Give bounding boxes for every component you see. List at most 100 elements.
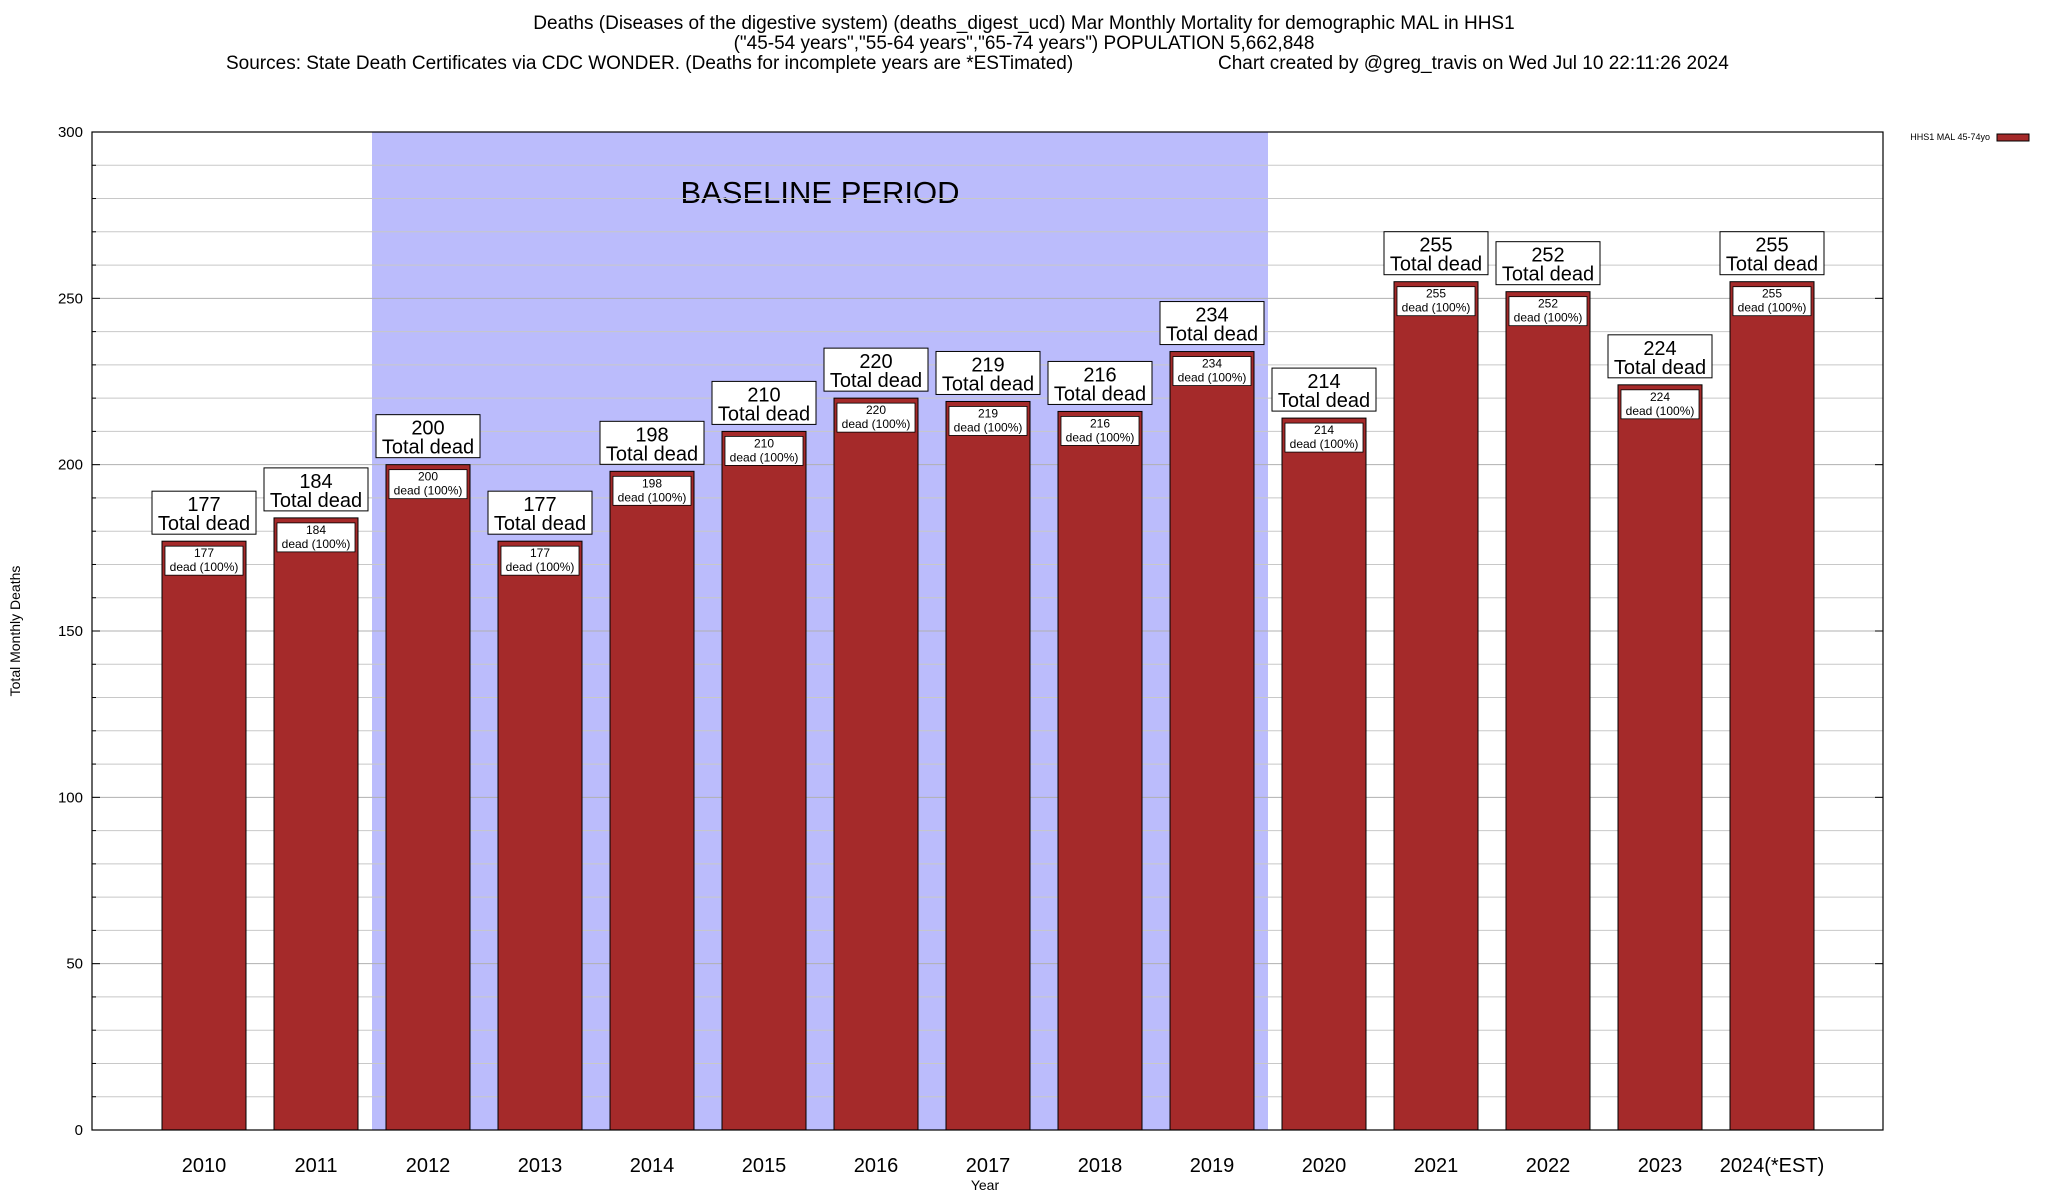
outer-label-box <box>263 467 369 512</box>
inner-percent-label: dead (100%) <box>1738 301 1807 315</box>
axes: 0 50 100 150 200 250 300 <box>58 124 1884 1139</box>
inner-label-box <box>612 475 692 506</box>
bar <box>1729 281 1815 1131</box>
inner-label-box <box>500 545 580 576</box>
outer-label-box <box>1047 360 1153 405</box>
bar-total-label: Total dead <box>1054 383 1146 405</box>
bar <box>1393 281 1479 1131</box>
inner-label-box <box>1060 416 1140 446</box>
bar-value-label: 224 <box>1643 338 1676 360</box>
bar-value-label: 210 <box>747 384 780 406</box>
bar-value-label: 214 <box>1307 371 1340 393</box>
bar <box>1281 417 1367 1131</box>
x-tick-label: 2013 <box>518 1155 563 1177</box>
bar-total-label: Total dead <box>718 403 810 425</box>
bar-total-label: Total dead <box>1278 390 1370 412</box>
inner-label-box <box>1620 389 1700 420</box>
bar <box>1505 291 1591 1131</box>
inner-percent-label: dead (100%) <box>1178 371 1247 385</box>
bar-total-label: Total dead <box>1166 324 1258 346</box>
inner-value-label: 255 <box>1426 287 1446 301</box>
bar <box>385 464 471 1131</box>
x-tick-label: 2023 <box>1638 1155 1683 1177</box>
bar <box>497 540 583 1131</box>
outer-label-box <box>487 490 593 535</box>
inner-percent-label: dead (100%) <box>170 560 239 574</box>
chart-title-block: Deaths (Diseases of the digestive system… <box>0 14 2048 74</box>
inner-label-box <box>164 545 244 576</box>
legend-swatch <box>1996 133 2030 142</box>
inner-value-label: 177 <box>194 546 214 560</box>
inner-value-label: 177 <box>530 546 550 560</box>
bar-total-label: Total dead <box>1614 357 1706 379</box>
chart-subtitle: ("45-54 years","55-64 years","65-74 year… <box>733 33 1315 54</box>
bar-value-label: 216 <box>1083 364 1116 386</box>
inner-label-box <box>388 469 468 500</box>
inner-percent-label: dead (100%) <box>1514 311 1583 325</box>
bar-value-label: 198 <box>635 424 668 446</box>
outer-label-box <box>1607 334 1713 379</box>
inner-percent-label: dead (100%) <box>1626 404 1695 418</box>
y-tick-label: 150 <box>58 623 83 640</box>
bar-value-label: 234 <box>1195 305 1228 327</box>
x-tick-label: 2021 <box>1414 1155 1459 1177</box>
bar-total-label: Total dead <box>1502 264 1594 286</box>
inner-label-box <box>1284 422 1364 453</box>
bar-total-label: Total dead <box>1390 254 1482 276</box>
outer-label-box <box>1495 241 1601 286</box>
bar <box>1169 351 1255 1131</box>
inner-label-box <box>1172 356 1252 386</box>
inner-value-label: 200 <box>418 470 438 484</box>
chart-credit: Chart created by @greg_travis on Wed Jul… <box>1218 53 1729 74</box>
inner-percent-label: dead (100%) <box>1066 430 1135 444</box>
inner-value-label: 234 <box>1202 357 1222 371</box>
inner-label-box <box>1396 286 1476 317</box>
bar-total-label: Total dead <box>1726 254 1818 276</box>
outer-label-box <box>1719 231 1825 276</box>
bar <box>1057 410 1143 1131</box>
outer-label-box <box>935 350 1041 395</box>
y-tick-label: 200 <box>58 457 83 474</box>
x-tick-label: 2012 <box>406 1155 451 1177</box>
inner-percent-label: dead (100%) <box>506 560 575 574</box>
inner-label-box <box>1732 286 1812 317</box>
inner-percent-label: dead (100%) <box>730 450 799 464</box>
bar-value-label: 184 <box>299 471 332 493</box>
y-tick-label: 100 <box>58 789 83 806</box>
bar-total-label: Total dead <box>270 490 362 512</box>
bar-value-label: 177 <box>187 494 220 516</box>
inner-value-label: 214 <box>1314 423 1334 437</box>
chart-title: Deaths (Diseases of the digestive system… <box>533 13 1515 34</box>
x-tick-label: 2024(*EST) <box>1720 1155 1825 1177</box>
inner-percent-label: dead (100%) <box>282 537 351 551</box>
outer-label-box <box>1159 301 1265 346</box>
x-tick-label: 2019 <box>1190 1155 1235 1177</box>
x-tick-label: 2014 <box>630 1155 675 1177</box>
outer-label-box <box>151 490 257 535</box>
bar <box>161 540 247 1131</box>
inner-label-box <box>948 406 1028 436</box>
inner-percent-label: dead (100%) <box>954 420 1023 434</box>
chart-source: Sources: State Death Certificates via CD… <box>0 54 2048 74</box>
inner-value-label: 252 <box>1538 297 1558 311</box>
chart-source-text: Sources: State Death Certificates via CD… <box>226 53 1074 74</box>
bar-value-label: 252 <box>1531 245 1564 267</box>
x-axis-label: Year <box>971 1177 1000 1193</box>
inner-value-label: 219 <box>978 406 998 420</box>
outer-label-box <box>1383 231 1489 276</box>
inner-percent-label: dead (100%) <box>1290 437 1359 451</box>
inner-percent-label: dead (100%) <box>842 417 911 431</box>
outer-label-box <box>711 380 817 425</box>
y-axis-label: Total Monthly Deaths <box>7 566 23 697</box>
